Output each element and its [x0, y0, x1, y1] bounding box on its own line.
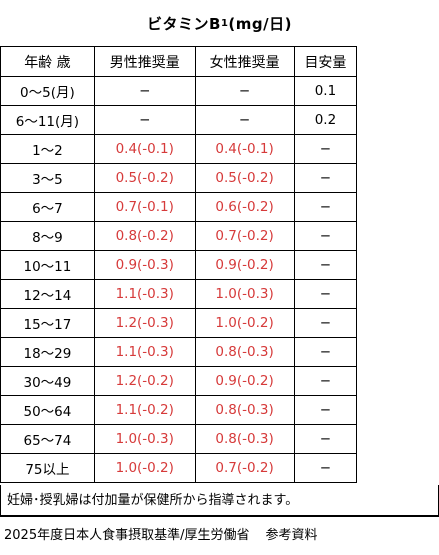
- title-unit: (mg/日): [228, 13, 292, 34]
- ai-cell: −: [294, 251, 357, 280]
- female-cell: 0.8(-0.3): [195, 425, 294, 454]
- female-cell: 0.6(-0.2): [195, 193, 294, 222]
- female-cell: 0.7(-0.2): [195, 454, 294, 483]
- age-cell: 0〜5(月): [1, 77, 95, 106]
- male-cell: 1.2(-0.3): [94, 309, 195, 338]
- age-cell: 1〜2: [1, 135, 95, 164]
- ai-cell: −: [294, 396, 357, 425]
- table-row: 15〜17 1.2(-0.3) 1.0(-0.2) −: [1, 309, 439, 338]
- female-cell: 1.0(-0.2): [195, 309, 294, 338]
- header-age: 年齢 歳: [1, 47, 95, 77]
- male-cell: 1.0(-0.3): [94, 425, 195, 454]
- table-row: 18〜29 1.1(-0.3) 0.8(-0.3) −: [1, 338, 439, 367]
- age-cell: 65〜74: [1, 425, 95, 454]
- ai-cell: 0.2: [294, 106, 357, 135]
- age-cell: 50〜64: [1, 396, 95, 425]
- male-cell: 0.5(-0.2): [94, 164, 195, 193]
- title-main: ビタミンB: [147, 13, 221, 34]
- ai-cell: 0.1: [294, 77, 357, 106]
- ai-cell: −: [294, 193, 357, 222]
- female-cell: 0.7(-0.2): [195, 222, 294, 251]
- table-row: 75以上 1.0(-0.2) 0.7(-0.2) −: [1, 454, 439, 483]
- male-cell: 1.0(-0.2): [94, 454, 195, 483]
- male-cell: 0.4(-0.1): [94, 135, 195, 164]
- age-cell: 30〜49: [1, 367, 95, 396]
- male-cell: −: [94, 77, 195, 106]
- male-cell: 1.1(-0.3): [94, 280, 195, 309]
- source-text: 2025年度日本人食事摂取基準/厚生労働省: [4, 528, 249, 543]
- female-cell: −: [195, 106, 294, 135]
- male-cell: 0.9(-0.3): [94, 251, 195, 280]
- female-cell: 0.5(-0.2): [195, 164, 294, 193]
- female-cell: 0.4(-0.1): [195, 135, 294, 164]
- header-male: 男性推奨量: [94, 47, 195, 77]
- reference-label: 参考資料: [265, 528, 317, 543]
- table-row: 6〜7 0.7(-0.1) 0.6(-0.2) −: [1, 193, 439, 222]
- table-row: 1〜2 0.4(-0.1) 0.4(-0.1) −: [1, 135, 439, 164]
- table-row: 12〜14 1.1(-0.3) 1.0(-0.3) −: [1, 280, 439, 309]
- table-row: 3〜5 0.5(-0.2) 0.5(-0.2) −: [1, 164, 439, 193]
- title-subscript: 1: [221, 18, 228, 29]
- ai-cell: −: [294, 367, 357, 396]
- age-cell: 18〜29: [1, 338, 95, 367]
- table-row: 50〜64 1.1(-0.2) 0.8(-0.3) −: [1, 396, 439, 425]
- header-ai: 目安量: [294, 47, 357, 77]
- header-female: 女性推奨量: [195, 47, 294, 77]
- age-cell: 3〜5: [1, 164, 95, 193]
- male-cell: 1.2(-0.2): [94, 367, 195, 396]
- table-row: 10〜11 0.9(-0.3) 0.9(-0.2) −: [1, 251, 439, 280]
- female-cell: 0.9(-0.2): [195, 251, 294, 280]
- header-row: 年齢 歳 男性推奨量 女性推奨量 目安量: [1, 47, 439, 77]
- blank-column: [357, 47, 439, 77]
- ai-cell: −: [294, 135, 357, 164]
- age-cell: 15〜17: [1, 309, 95, 338]
- female-cell: 0.8(-0.3): [195, 338, 294, 367]
- female-cell: 0.9(-0.2): [195, 367, 294, 396]
- male-cell: 1.1(-0.3): [94, 338, 195, 367]
- ai-cell: −: [294, 338, 357, 367]
- table-row: 30〜49 1.2(-0.2) 0.9(-0.2) −: [1, 367, 439, 396]
- female-cell: −: [195, 77, 294, 106]
- ai-cell: −: [294, 280, 357, 309]
- note-text: 妊婦･授乳婦は付加量が保健所から指導されます。: [0, 485, 439, 516]
- male-cell: 0.7(-0.1): [94, 193, 195, 222]
- ai-cell: −: [294, 425, 357, 454]
- ai-cell: −: [294, 222, 357, 251]
- age-cell: 6〜7: [1, 193, 95, 222]
- table-row: 8〜9 0.8(-0.2) 0.7(-0.2) −: [1, 222, 439, 251]
- table-row: 0〜5(月) − − 0.1: [1, 77, 439, 106]
- ai-cell: −: [294, 309, 357, 338]
- male-cell: 1.1(-0.2): [94, 396, 195, 425]
- age-cell: 6〜11(月): [1, 106, 95, 135]
- source-line: 2025年度日本人食事摂取基準/厚生労働省 参考資料: [0, 516, 439, 552]
- vitamin-b1-table: 年齢 歳 男性推奨量 女性推奨量 目安量 0〜5(月) − − 0.1 6〜11…: [0, 46, 439, 483]
- ai-cell: −: [294, 164, 357, 193]
- age-cell: 8〜9: [1, 222, 95, 251]
- ai-cell: −: [294, 454, 357, 483]
- table-row: 6〜11(月) − − 0.2: [1, 106, 439, 135]
- female-cell: 1.0(-0.3): [195, 280, 294, 309]
- male-cell: 0.8(-0.2): [94, 222, 195, 251]
- table-row: 65〜74 1.0(-0.3) 0.8(-0.3) −: [1, 425, 439, 454]
- age-cell: 75以上: [1, 454, 95, 483]
- female-cell: 0.8(-0.3): [195, 396, 294, 425]
- male-cell: −: [94, 106, 195, 135]
- age-cell: 10〜11: [1, 251, 95, 280]
- age-cell: 12〜14: [1, 280, 95, 309]
